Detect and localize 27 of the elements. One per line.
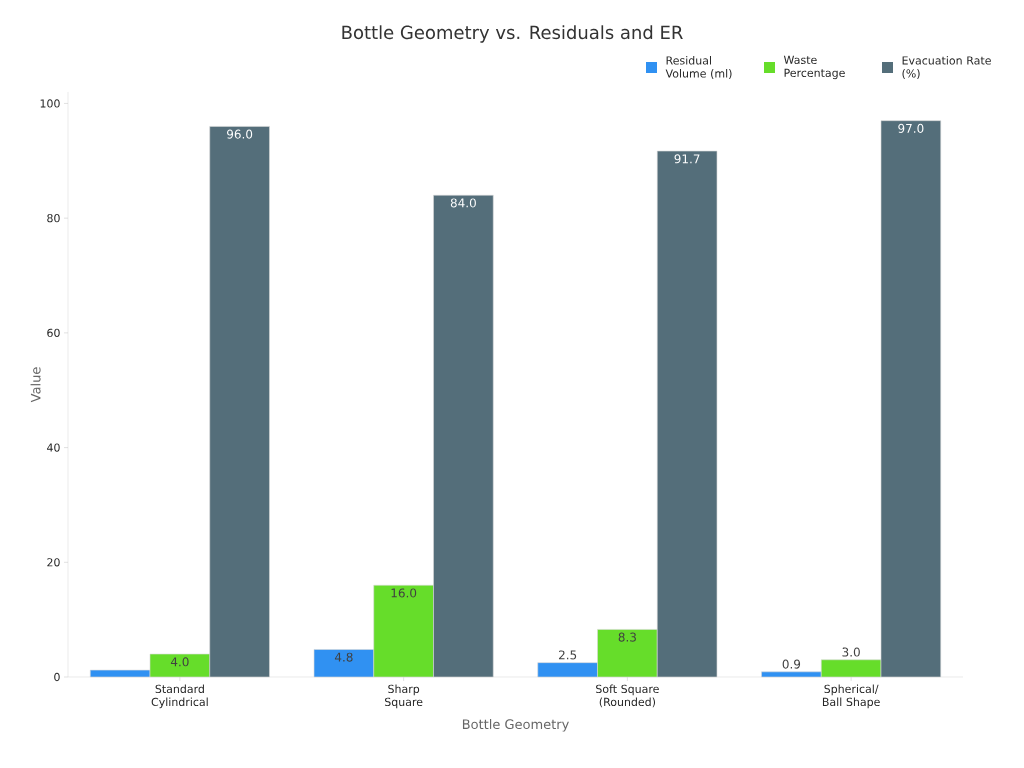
legend-label: Waste Percentage <box>783 55 845 80</box>
data-label: 91.7 <box>674 154 700 164</box>
data-label: 16.0 <box>391 588 417 598</box>
data-label: 4.0 <box>170 657 189 667</box>
data-label: 96.0 <box>227 129 253 139</box>
y-tick-label: 100 <box>40 99 60 108</box>
y-tick-label: 40 <box>47 443 60 452</box>
data-label: 2.5 <box>558 650 577 660</box>
y-tick-label: 60 <box>47 328 60 338</box>
data-label: 97.0 <box>898 123 924 133</box>
x-tick-label: Spherical/ Ball Shape <box>822 684 880 709</box>
y-tick-label: 0 <box>54 672 60 682</box>
data-label: 4.8 <box>334 652 353 662</box>
data-label: 84.0 <box>450 198 476 208</box>
data-label: 3.0 <box>842 647 860 657</box>
legend-label: Residual Volume (ml) <box>665 56 732 79</box>
x-axis-title: Bottle Geometry <box>462 719 569 732</box>
y-tick-label: 80 <box>47 214 60 223</box>
data-label: 0.9 <box>782 659 801 669</box>
legend-label: Evacuation Rate (%) <box>902 56 991 79</box>
y-axis-title: Value <box>30 367 41 403</box>
x-tick-label: Standard Cylindrical <box>151 684 208 709</box>
y-tick-label: 20 <box>47 558 60 567</box>
data-label: 8.3 <box>618 632 636 642</box>
x-tick-label: Soft Square (Rounded) <box>596 684 659 708</box>
x-tick-label: Sharp Square <box>384 684 423 709</box>
chart-title: Bottle Geometry vs. Residuals and ER <box>342 25 683 43</box>
